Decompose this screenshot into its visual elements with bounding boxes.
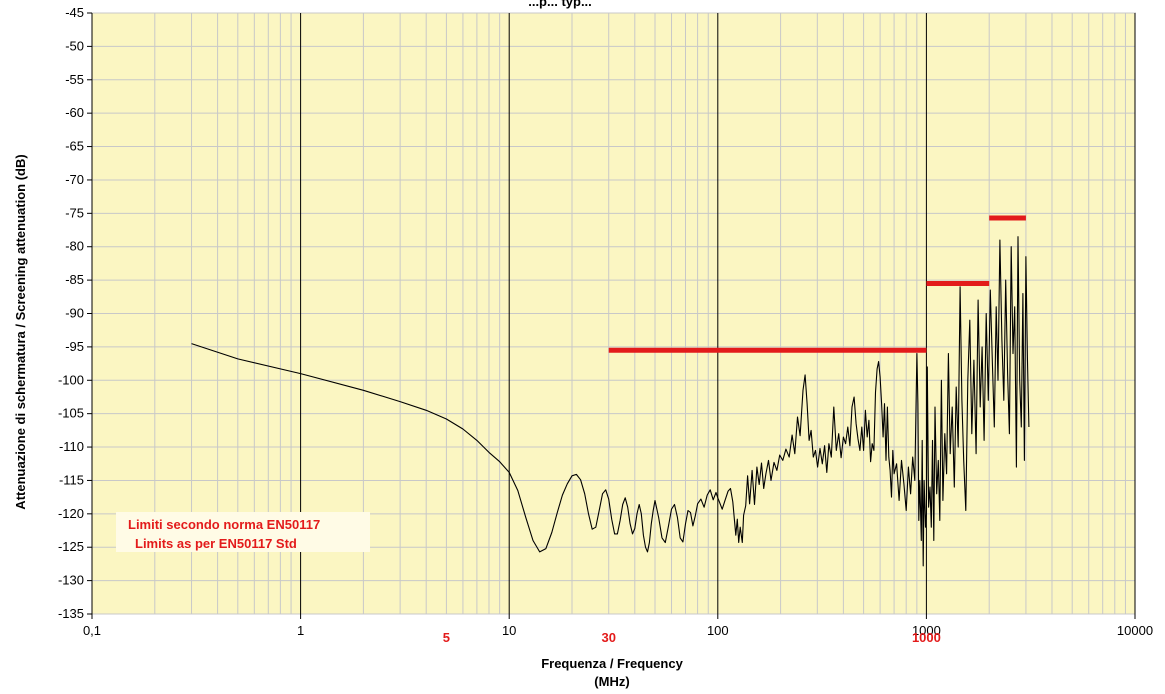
series-layer <box>191 236 1030 567</box>
y-tick-label: -115 <box>59 472 84 487</box>
x-axis-ticks: 0,1 1 10 100 1000 10000 <box>83 614 1153 638</box>
y-axis-label: Attenuazione di schermatura / Screening … <box>13 154 28 509</box>
y-tick-label: -110 <box>59 439 84 454</box>
y-tick-label: -80 <box>65 239 84 254</box>
y-tick-label: -90 <box>65 306 84 321</box>
y-axis-ticks: -45 -50 -55 -60 -65 -70 -75 -80 -85 -90 -95 -100 -10… <box>58 5 92 621</box>
y-tick-label: -100 <box>58 372 84 387</box>
highlight-x-label: 1000 <box>912 630 941 645</box>
y-tick-label: -55 <box>65 72 84 87</box>
y-tick-label: -105 <box>58 406 84 421</box>
y-tick-label: -65 <box>65 139 84 154</box>
x-tick-label: 10000 <box>1117 623 1153 638</box>
y-tick-label: -75 <box>65 205 84 220</box>
highlight-x-labels: 5 30 1000 <box>443 630 941 645</box>
y-tick-label: -125 <box>58 539 84 554</box>
y-tick-label: -95 <box>65 339 84 354</box>
y-tick-label: -120 <box>58 506 84 521</box>
y-tick-label: -70 <box>65 172 84 187</box>
series-line <box>191 236 1030 567</box>
annotation-line-1: Limiti secondo norma EN50117 <box>128 517 320 532</box>
y-tick-label: -50 <box>65 38 84 53</box>
x-tick-label: 1 <box>297 623 304 638</box>
limit-lines <box>608 215 1026 353</box>
x-tick-label: 0,1 <box>83 623 101 638</box>
x-tick-label: 100 <box>707 623 729 638</box>
annotation-box <box>116 512 370 552</box>
highlight-x-label: 5 <box>443 630 450 645</box>
highlight-x-label: 30 <box>601 630 615 645</box>
chart-title: ...p... typ... <box>528 0 592 9</box>
y-tick-label: -45 <box>65 5 84 20</box>
annotation-line-2: Limits as per EN50117 Std <box>135 536 297 551</box>
y-tick-label: -60 <box>65 105 84 120</box>
x-axis-unit: (MHz) <box>594 674 629 689</box>
x-tick-label: 1000 <box>912 623 941 638</box>
y-tick-label: -130 <box>58 573 84 588</box>
x-tick-label: 10 <box>502 623 516 638</box>
y-tick-label: -85 <box>65 272 84 287</box>
x-axis-label: Frequenza / Frequency <box>541 656 683 671</box>
y-tick-label: -135 <box>58 606 84 621</box>
